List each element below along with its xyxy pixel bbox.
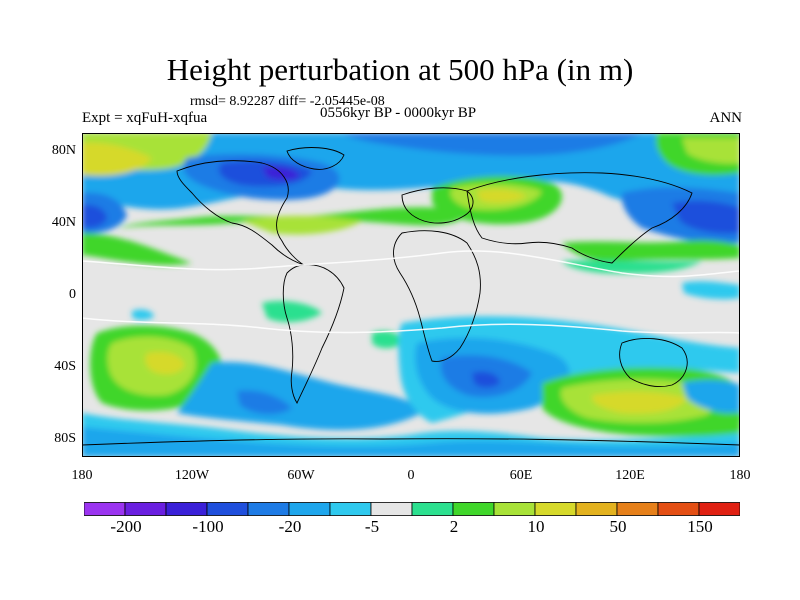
lon-tick-label: 120W: [174, 468, 210, 483]
colorbar-swatch: [247, 502, 290, 516]
europe-coast: [401, 187, 474, 224]
lon-tick-label: 60W: [287, 468, 315, 483]
colorbar-swatch: [84, 502, 126, 516]
lon-tick-label: 0: [407, 468, 415, 483]
colorbar-swatch: [411, 502, 454, 516]
lat-tick-label: 80S: [54, 431, 76, 446]
colorbar-label: 50: [609, 517, 627, 536]
experiment-label: Expt = xqFuH-xqfua: [82, 110, 208, 126]
lon-tick-label: 120E: [615, 468, 645, 483]
colorbar: [84, 502, 740, 516]
map-frame: [82, 133, 740, 457]
colorbar-swatch: [575, 502, 618, 516]
colorbar-swatch: [493, 502, 536, 516]
colorbar-label: 2: [449, 517, 459, 536]
asia-coast: [466, 172, 693, 264]
colorbar-swatch: [288, 502, 331, 516]
colorbar-swatch: [165, 502, 208, 516]
colorbar-swatch: [329, 502, 372, 516]
season-label: ANN: [709, 110, 743, 126]
lon-tick-label: 180: [71, 468, 93, 483]
antarctica-coast: [82, 438, 740, 446]
colorbar-label: -5: [364, 517, 380, 536]
rmsd-diff-stats: rmsd= 8.92287 diff= -2.05445e-08: [190, 94, 385, 109]
lat-tick-label: 40S: [54, 359, 76, 374]
zero-contours: [82, 250, 740, 334]
colorbar-swatch: [534, 502, 577, 516]
colorbar-label: -100: [192, 517, 224, 536]
colorbar-swatch: [452, 502, 495, 516]
colorbar-swatch: [657, 502, 700, 516]
colorbar-label: 10: [527, 517, 545, 536]
colorbar-swatch: [370, 502, 413, 516]
map-title: Height perturbation at 500 hPa (in m): [166, 52, 634, 87]
south-america-coast: [282, 264, 345, 404]
colorbar-swatch: [206, 502, 249, 516]
colorbar-swatch: [124, 502, 167, 516]
lat-tick-label: 0: [69, 287, 76, 302]
perturbation-field: [82, 133, 740, 457]
lon-tick-label: 180: [729, 468, 751, 483]
colorbar-swatch: [698, 502, 740, 516]
colorbar-swatch: [616, 502, 659, 516]
australia-coast: [619, 338, 688, 388]
africa-coast: [393, 230, 481, 362]
lon-tick-label: 60E: [509, 468, 533, 483]
colorbar-label: -200: [110, 517, 142, 536]
height-perturbation-map: [82, 133, 740, 457]
greenland-coast: [286, 147, 345, 170]
colorbar-label: 150: [687, 517, 713, 536]
period-label: 0556kyr BP - 0000kyr BP: [320, 105, 477, 121]
lat-tick-label: 40N: [51, 215, 76, 230]
colorbar-label: -20: [278, 517, 302, 536]
lat-tick-label: 80N: [51, 143, 76, 158]
